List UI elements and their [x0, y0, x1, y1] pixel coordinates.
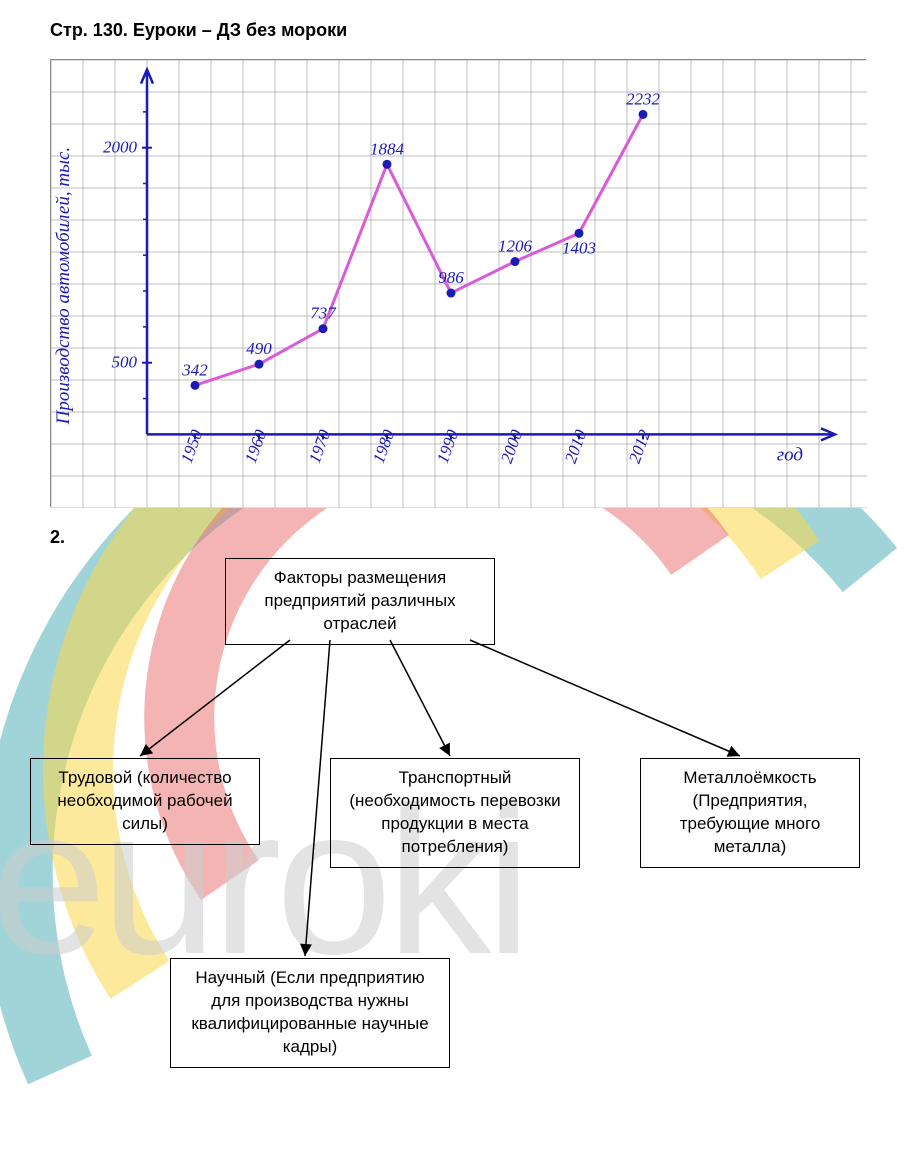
svg-text:2232: 2232	[626, 89, 661, 108]
diagram-child-box: Транспортный (необходимость перевозки пр…	[330, 758, 580, 868]
flow-diagram: Факторы размещения предприятий различных…	[50, 558, 870, 1128]
svg-text:1884: 1884	[370, 139, 405, 158]
svg-text:342: 342	[181, 360, 208, 379]
svg-text:год: год	[777, 444, 803, 465]
svg-text:737: 737	[310, 304, 337, 323]
line-chart: 5002000Производство автомобилей, тыс.195…	[50, 59, 866, 507]
svg-text:490: 490	[246, 339, 272, 358]
diagram-child-box: Металлоёмкость (Предприятия, требующие м…	[640, 758, 860, 868]
svg-text:2000: 2000	[103, 138, 138, 157]
svg-text:986: 986	[438, 268, 464, 287]
svg-text:Производство автомобилей, тыс.: Производство автомобилей, тыс.	[53, 147, 74, 426]
svg-text:1403: 1403	[562, 238, 596, 257]
diagram-child-box: Научный (Если предприятию для производст…	[170, 958, 450, 1068]
svg-text:500: 500	[112, 353, 138, 372]
diagram-root-box: Факторы размещения предприятий различных…	[225, 558, 495, 645]
diagram-child-box: Трудовой (количество необходимой рабочей…	[30, 758, 260, 845]
svg-text:1206: 1206	[498, 237, 533, 256]
